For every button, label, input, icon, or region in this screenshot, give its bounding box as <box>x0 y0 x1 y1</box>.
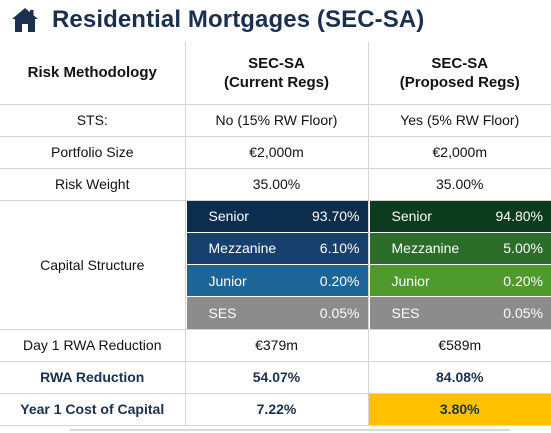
footer-divider <box>70 429 510 431</box>
proposed-tranche-stack: Senior 94.80% Mezzanine 5.00% Junior 0.20% SES… <box>368 200 551 329</box>
header-risk-methodology: Risk Methodology <box>0 42 186 105</box>
current-value: 7.22% <box>185 393 369 426</box>
proposed-value: 84.08% <box>368 361 551 394</box>
table-row: Day 1 RWA Reduction €379m €589m <box>0 329 551 362</box>
header-proposed-regs: SEC-SA (Proposed Regs) <box>368 42 551 105</box>
current-tranche-stack: Senior 93.70% Mezzanine 6.10% Junior 0.20% SES… <box>185 200 368 329</box>
current-value: 35.00% <box>185 168 369 201</box>
tranche-value: 0.20% <box>319 272 360 289</box>
table-row: Risk Weight 35.00% 35.00% <box>0 168 551 201</box>
tranche-name: SES <box>391 304 420 321</box>
table-row: Year 1 Cost of Capital 7.22% 3.80% <box>0 393 551 426</box>
tranche-value: 0.05% <box>503 304 543 321</box>
table-row: Portfolio Size €2,000m €2,000m <box>0 136 551 169</box>
tranche-senior: Senior 94.80% <box>369 200 551 233</box>
capital-structure-row: Capital Structure Senior 93.70% Mezzanine 6… <box>0 200 551 330</box>
current-value: 54.07% <box>185 361 369 394</box>
tranche-name: SES <box>208 304 237 321</box>
tranche-value: 5.00% <box>503 240 543 257</box>
tranche-value: 93.70% <box>312 208 360 225</box>
tranche-mezzanine: Mezzanine 6.10% <box>186 232 368 265</box>
tranche-name: Senior <box>391 208 432 225</box>
home-icon <box>10 5 40 35</box>
tranche-value: 0.05% <box>319 304 360 321</box>
row-label: Capital Structure <box>0 200 186 330</box>
proposed-capital-stack: Senior 94.80% Mezzanine 5.00% Junior 0.20% SES… <box>368 200 551 330</box>
tranche-name: Junior <box>391 272 430 289</box>
tranche-ses: SES 0.05% <box>186 297 368 329</box>
table-row: RWA Reduction 54.07% 84.08% <box>0 361 551 394</box>
row-label: Year 1 Cost of Capital <box>0 393 186 426</box>
tranche-mezzanine: Mezzanine 5.00% <box>369 232 551 265</box>
tranche-senior: Senior 93.70% <box>186 200 368 233</box>
table-header-row: Risk Methodology SEC-SA (Current Regs) SE… <box>0 42 551 105</box>
row-label: STS: <box>0 104 186 137</box>
row-label: Portfolio Size <box>0 136 186 169</box>
tranche-name: Senior <box>208 208 249 225</box>
proposed-value: Yes (5% RW Floor) <box>368 104 551 137</box>
tranche-ses: SES 0.05% <box>369 297 551 329</box>
tranche-name: Junior <box>208 272 247 289</box>
current-capital-stack: Senior 93.70% Mezzanine 6.10% Junior 0.20% SES… <box>185 200 369 330</box>
header-current-regs: SEC-SA (Current Regs) <box>185 42 369 105</box>
proposed-value-highlight: 3.80% <box>368 393 551 426</box>
current-value: €379m <box>185 329 369 362</box>
row-label: Day 1 RWA Reduction <box>0 329 186 362</box>
comparison-table: Risk Methodology SEC-SA (Current Regs) SE… <box>0 42 551 426</box>
row-label: Risk Weight <box>0 168 186 201</box>
tranche-value: 6.10% <box>319 240 360 257</box>
tranche-name: Mezzanine <box>208 240 277 257</box>
tranche-junior: Junior 0.20% <box>186 265 368 298</box>
row-label: RWA Reduction <box>0 361 186 394</box>
tranche-value: 94.80% <box>495 208 543 225</box>
proposed-value: 35.00% <box>368 168 551 201</box>
current-value: €2,000m <box>185 136 369 169</box>
tranche-junior: Junior 0.20% <box>369 265 551 298</box>
table-row: STS: No (15% RW Floor) Yes (5% RW Floor) <box>0 104 551 137</box>
page-title: Residential Mortgages (SEC-SA) <box>52 6 425 33</box>
title-bar: Residential Mortgages (SEC-SA) <box>0 0 551 40</box>
proposed-value: €589m <box>368 329 551 362</box>
proposed-value: €2,000m <box>368 136 551 169</box>
current-value: No (15% RW Floor) <box>185 104 369 137</box>
tranche-value: 0.20% <box>503 272 543 289</box>
tranche-name: Mezzanine <box>391 240 460 257</box>
